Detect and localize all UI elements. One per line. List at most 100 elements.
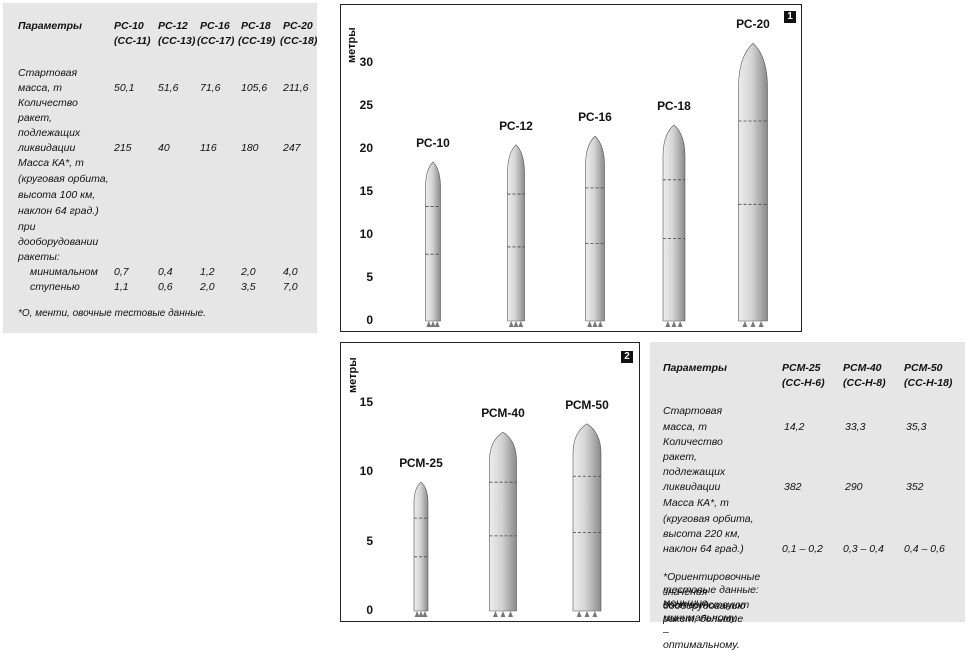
- nozzle: [500, 611, 506, 617]
- t1-label: при: [18, 221, 36, 233]
- t1-header-col3b: (СС-17): [197, 35, 235, 47]
- nozzle: [584, 611, 590, 617]
- y-tick-label: 5: [366, 533, 373, 548]
- t2-start-mass: 14,2: [784, 421, 805, 433]
- nozzle: [592, 611, 598, 617]
- rocket-body: [507, 144, 525, 322]
- t1-header-col1b: (СС-11): [114, 35, 151, 47]
- rocket-name-label: РС-12: [499, 118, 533, 133]
- t2-label: Стартовая: [663, 405, 723, 417]
- rocket-body: [425, 161, 441, 322]
- t1-label: ракеты:: [18, 251, 60, 263]
- rocket-name-label: РС-20: [736, 17, 770, 32]
- t1-min: 0,7: [114, 266, 129, 278]
- t1-header-col3: РС-16: [200, 20, 230, 32]
- table1-panel: [3, 3, 317, 333]
- nozzle: [508, 611, 514, 617]
- t1-header-col4: РС-18: [241, 20, 271, 32]
- t1-label: Масса КА*, т: [18, 157, 84, 169]
- t1-step: 1,1: [114, 281, 129, 293]
- t1-count: 40: [158, 142, 170, 154]
- t1-header-col1: РС-10: [114, 20, 144, 32]
- nozzle: [418, 611, 424, 617]
- t1-header-params: Параметры: [18, 20, 82, 32]
- t1-label: ракет,: [18, 112, 52, 124]
- t2-header-col2b: (СС-Н-8): [843, 377, 886, 389]
- nozzle: [758, 321, 764, 327]
- t2-count: 382: [784, 481, 802, 493]
- rocket-body: [572, 423, 602, 612]
- t2-start-mass: 35,3: [906, 421, 927, 433]
- t1-label: подлежащих: [18, 127, 81, 139]
- y-tick-label: 10: [359, 464, 373, 479]
- t2-label: ликвидации: [663, 481, 721, 493]
- chart-2-badge: 2: [621, 351, 633, 363]
- t1-count: 180: [241, 142, 259, 154]
- rocket-name-label: РС-16: [578, 110, 612, 125]
- t2-header-col3: РСМ-50: [904, 362, 943, 374]
- nozzle: [742, 321, 748, 327]
- nozzle: [430, 321, 436, 327]
- t2-mass: 0,4 – 0,6: [904, 543, 945, 555]
- t1-header-col2b: (СС-13): [158, 35, 196, 47]
- t2-label: ракет,: [663, 451, 697, 463]
- rocket-name-label: РСМ-40: [481, 406, 525, 421]
- rocket-bar: [738, 42, 768, 327]
- nozzle: [587, 321, 593, 327]
- rocket-body: [489, 431, 517, 612]
- t1-label: наклон 64 град.): [18, 205, 99, 217]
- rocket-bar: [507, 144, 525, 327]
- rocket-name-label: РС-10: [416, 135, 450, 150]
- chart-1-badge: 1: [784, 11, 796, 23]
- t2-header-col1: РСМ-25: [782, 362, 821, 374]
- t1-count: 215: [114, 142, 132, 154]
- nozzle: [492, 611, 498, 617]
- nozzle: [750, 321, 756, 327]
- y-tick-label: 0: [366, 313, 373, 327]
- nozzle: [426, 321, 432, 327]
- nozzle: [422, 611, 428, 617]
- t2-count: 290: [845, 481, 863, 493]
- t1-start-mass: 51,6: [158, 82, 179, 94]
- rocket-body: [738, 42, 768, 322]
- y-tick-label: 15: [359, 395, 373, 409]
- t1-label: дооборудовании: [18, 236, 99, 248]
- t2-start-mass: 33,3: [845, 421, 866, 433]
- t2-header-col1b: (СС-Н-6): [782, 377, 825, 389]
- t2-label: Масса КА*, т: [663, 497, 729, 509]
- nozzle: [434, 321, 440, 327]
- y-tick-label: 15: [359, 184, 373, 198]
- nozzle: [665, 321, 671, 327]
- nozzle: [576, 611, 582, 617]
- t1-step: 2,0: [200, 281, 215, 293]
- chart-2-svg: [413, 423, 602, 617]
- nozzle: [508, 321, 514, 327]
- y-tick-label: 10: [359, 227, 373, 241]
- t1-label: Стартовая: [18, 67, 78, 79]
- t1-start-mass: 211,6: [283, 82, 309, 94]
- nozzle: [677, 321, 683, 327]
- t1-start-mass: 105,6: [241, 82, 268, 94]
- t1-label: ступенью: [30, 281, 80, 293]
- t2-footnote: *Ориентировочные тестовые данные: меньши…: [663, 571, 761, 609]
- y-tick-label: 0: [366, 603, 373, 617]
- t2-header-col2: РСМ-40: [843, 362, 882, 374]
- rocket-bar: [489, 431, 517, 617]
- rocket-body: [413, 481, 429, 612]
- rocket-bar: [425, 161, 441, 327]
- nozzle: [592, 321, 598, 327]
- y-tick-label: 25: [359, 98, 373, 112]
- t1-min: 0,4: [158, 266, 173, 278]
- t1-min: 2,0: [241, 266, 256, 278]
- rocket-bar: [572, 423, 602, 617]
- nozzle: [671, 321, 677, 327]
- chart-1: 1 метры 0 5 10 15 20 25 30 РС-10 РС-12 РС-16 РС-1…: [340, 4, 802, 332]
- t2-header-col3b: (СС-Н-18): [904, 377, 953, 389]
- nozzle: [597, 321, 603, 327]
- t1-step: 0,6: [158, 281, 173, 293]
- t1-count: 116: [200, 142, 217, 154]
- t1-start-mass: 50,1: [114, 82, 135, 94]
- t1-step: 7,0: [283, 281, 298, 293]
- t2-mass: 0,1 – 0,2: [782, 543, 823, 555]
- chart-2: 2 метры 0 5 10 15 РСМ-25 РСМ-40 РСМ-50: [340, 342, 640, 622]
